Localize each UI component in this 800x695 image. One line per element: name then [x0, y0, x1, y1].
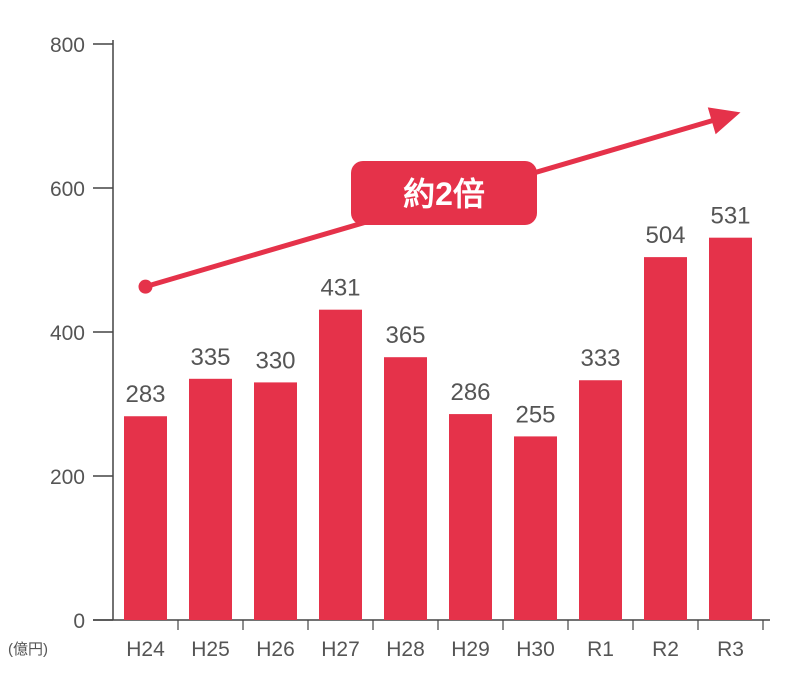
bars — [124, 237, 752, 620]
bar — [514, 436, 557, 620]
bar — [189, 378, 232, 620]
y-unit-label: (億円) — [8, 641, 48, 658]
y-tick-label: 600 — [50, 178, 85, 201]
y-tick-label: 200 — [50, 466, 85, 489]
y-tick-label: 800 — [50, 34, 85, 57]
data-label: 255 — [515, 401, 555, 428]
data-label: 504 — [645, 222, 685, 249]
x-tick-label: R2 — [652, 638, 679, 661]
data-label: 286 — [450, 379, 490, 406]
y-tick-labels: 0 200 400 600 800 — [50, 34, 85, 633]
value-labels: 283 335 330 431 365 286 255 333 504 531 — [125, 203, 750, 429]
x-tick-label: H26 — [256, 638, 295, 661]
trend-arrow-head — [707, 107, 741, 135]
callout-box — [351, 161, 537, 225]
bar — [644, 257, 687, 620]
bar — [124, 416, 167, 620]
trend-arrow-start-dot — [138, 279, 153, 294]
data-label: 365 — [385, 322, 425, 349]
data-label: 333 — [580, 345, 620, 372]
x-tick-label: H28 — [386, 638, 425, 661]
x-tick-label: R1 — [587, 638, 614, 661]
data-label: 431 — [320, 275, 360, 302]
x-tick-label: H25 — [191, 638, 230, 661]
y-tick-label: 0 — [73, 610, 85, 633]
data-label: 283 — [125, 381, 165, 408]
x-tick-label: H27 — [321, 638, 360, 661]
x-tick-label: H29 — [451, 638, 490, 661]
bar — [254, 382, 297, 620]
bar — [579, 380, 622, 620]
bar — [384, 357, 427, 620]
bar — [319, 309, 362, 620]
data-label: 330 — [255, 347, 295, 374]
data-label: 335 — [190, 344, 230, 371]
x-tick-label: H24 — [126, 638, 165, 661]
x-tick-label: R3 — [717, 638, 744, 661]
data-label: 531 — [710, 203, 750, 230]
x-tick-label: H30 — [516, 638, 555, 661]
y-tick-label: 400 — [50, 322, 85, 345]
bar — [709, 237, 752, 620]
callout-text: 約2倍 — [403, 176, 485, 212]
trend-annotation: 約2倍 — [138, 107, 741, 294]
bar — [449, 414, 492, 620]
x-tick-labels: H24 H25 H26 H27 H28 H29 H30 R1 R2 R3 — [126, 638, 744, 661]
